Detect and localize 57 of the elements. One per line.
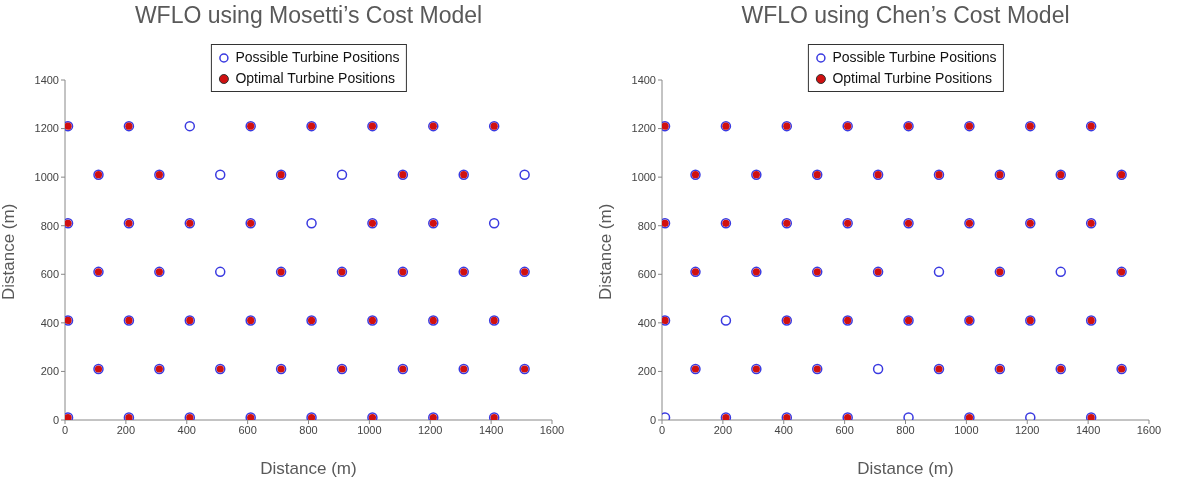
x-tick-label: 1000 <box>954 423 979 436</box>
point <box>488 218 500 229</box>
chart-title: WFLO using Mosetti’s Cost Model <box>133 2 484 29</box>
x-axis-title: Distance (m) <box>857 459 954 478</box>
x-tick-label: 200 <box>116 423 136 436</box>
y-tick-label: 1000 <box>34 171 59 184</box>
point <box>933 266 945 278</box>
y-tick-label: 600 <box>637 268 656 281</box>
legend-label: Possible Turbine Positions <box>832 48 997 67</box>
point <box>306 218 317 229</box>
x-tick-label: 1600 <box>1136 423 1162 436</box>
x-tick-label: 1200 <box>418 423 443 436</box>
point <box>214 169 226 180</box>
chart-title: WFLO using Chen’s Cost Model <box>740 2 1071 29</box>
x-axis-title: Distance (m) <box>260 459 357 478</box>
y-tick-label: 0 <box>649 413 656 426</box>
y-tick-label: 1000 <box>631 171 656 184</box>
y-tick-label: 600 <box>40 268 59 281</box>
x-tick-label: 200 <box>713 423 733 436</box>
x-tick-label: 600 <box>835 423 854 436</box>
x-tick-label: 0 <box>61 423 69 436</box>
x-tick-label: 0 <box>658 423 666 436</box>
point <box>336 169 348 180</box>
x-tick-label: 800 <box>299 423 318 436</box>
point <box>184 120 196 132</box>
x-tick-label: 1400 <box>1075 423 1101 436</box>
point <box>720 315 732 326</box>
legend-label: Optimal Turbine Positions <box>235 69 395 88</box>
y-tick-label: 800 <box>40 219 59 232</box>
x-tick-label: 1600 <box>539 423 565 436</box>
y-tick-label: 1200 <box>631 122 656 135</box>
point <box>872 363 884 375</box>
x-tick-label: 600 <box>238 423 257 436</box>
y-axis-title: Distance (m) <box>596 203 616 300</box>
point <box>214 266 226 278</box>
point <box>1025 412 1036 420</box>
x-tick-label: 400 <box>774 423 793 436</box>
x-tick-label: 1200 <box>1015 423 1040 436</box>
y-tick-label: 200 <box>40 365 59 378</box>
x-tick-label: 1000 <box>357 423 382 436</box>
x-tick-label: 400 <box>177 423 196 436</box>
y-tick-label: 1200 <box>34 122 59 135</box>
y-tick-label: 200 <box>637 365 656 378</box>
legend-label: Possible Turbine Positions <box>235 48 400 67</box>
x-tick-label: 800 <box>896 423 915 436</box>
y-tick-label: 400 <box>637 316 656 329</box>
point <box>903 412 914 420</box>
point <box>519 169 530 180</box>
point <box>1055 266 1066 278</box>
y-tick-label: 400 <box>40 316 59 329</box>
x-tick-label: 1400 <box>478 423 504 436</box>
y-tick-label: 800 <box>637 219 656 232</box>
y-tick-label: 1400 <box>631 73 656 86</box>
y-axis-title: Distance (m) <box>0 203 19 300</box>
y-tick-label: 0 <box>52 413 59 426</box>
y-tick-label: 1400 <box>34 73 59 86</box>
legend-label: Optimal Turbine Positions <box>832 69 992 88</box>
